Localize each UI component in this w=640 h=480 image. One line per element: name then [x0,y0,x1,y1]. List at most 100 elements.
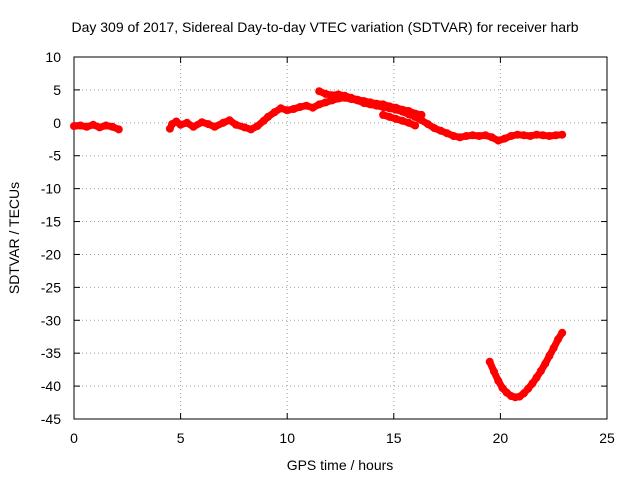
data-point [475,132,484,140]
data-point [417,110,426,119]
data-point [334,90,343,99]
data-point [398,105,407,114]
data-point [372,99,381,108]
data-point [340,91,349,100]
data-point [455,133,464,142]
data-point [385,112,394,121]
data-point [76,121,85,130]
data-point [360,97,368,106]
data-point [232,120,240,129]
data-point [468,131,477,140]
data-point [296,103,304,111]
y-tick-label: -30 [41,312,61,328]
data-point [366,98,375,107]
y-tick-label: -20 [41,246,61,262]
data-point [449,132,458,140]
data-point [270,108,279,117]
x-tick-label: 25 [599,430,615,446]
data-point [558,328,567,337]
data-point [353,95,362,104]
data-point [321,98,330,107]
data-point [551,131,560,140]
chart-title: Day 309 of 2017, Sidereal Day-to-day VTE… [71,19,578,35]
data-point [532,373,541,382]
data-point [545,351,554,360]
plot-frame [73,56,608,420]
x-tick-label: 5 [177,430,185,446]
y-tick-label: -5 [49,148,62,164]
data-point [70,122,78,131]
data-point [385,102,394,111]
data-point [379,100,388,109]
axis-ticks [73,56,608,420]
data-point [536,367,545,375]
data-point [528,379,537,388]
data-point [176,120,185,129]
data-point [411,109,420,118]
data-point [315,87,324,96]
data-point [549,343,558,352]
data-point [507,132,516,140]
data-point [436,126,445,135]
data-point [240,123,249,132]
y-tick-label: 10 [45,49,61,65]
data-point [490,367,498,376]
data-point [308,103,317,112]
data-point [189,122,198,131]
data-point [253,122,262,131]
data-point [541,359,550,368]
data-point [102,121,110,130]
y-tick-label: -10 [41,181,61,197]
data-point [558,130,567,139]
data-point [210,122,219,131]
data-point [500,134,509,143]
data-point [283,106,292,115]
data-point [95,123,104,132]
x-tick-label: 15 [386,430,402,446]
data-point [321,89,330,98]
y-tick-label: -25 [41,279,61,295]
data-point [379,110,388,119]
data-point [519,131,528,140]
data-point [183,118,191,127]
y-tick-label: 0 [53,115,61,131]
data-point [430,124,439,133]
data-point [526,132,535,140]
data-point [347,93,356,102]
x-tick-label: 20 [493,430,509,446]
data-point [197,118,206,127]
series-sdtvar [70,87,567,402]
data-point [462,132,471,140]
data-point [89,120,98,129]
data-point [494,376,503,385]
data-point [411,121,420,130]
x-tick-label: 0 [70,430,78,446]
data-point [545,132,554,140]
data-point [315,100,324,109]
y-tick-label: -15 [41,214,61,230]
data-point [513,130,522,139]
data-point [404,107,413,115]
data-point [485,357,494,366]
data-point [391,114,400,123]
data-point [391,103,400,112]
x-axis-label: GPS time / hours [287,457,394,473]
grid-lines [74,57,607,419]
data-point [82,122,91,131]
data-point [423,120,432,129]
data-point [487,133,496,142]
y-tick-label: -35 [41,345,61,361]
data-point [264,112,272,121]
x-tick-labels: 0 5 10 15 20 25 [70,430,615,446]
data-point [532,130,541,139]
data-point [481,131,490,140]
data-point [443,129,452,138]
data-point [539,131,547,140]
data-point [219,118,228,127]
data-point [225,116,234,125]
data-point [276,104,285,113]
data-point [398,116,407,125]
data-point [114,125,123,134]
data-point [302,101,311,110]
